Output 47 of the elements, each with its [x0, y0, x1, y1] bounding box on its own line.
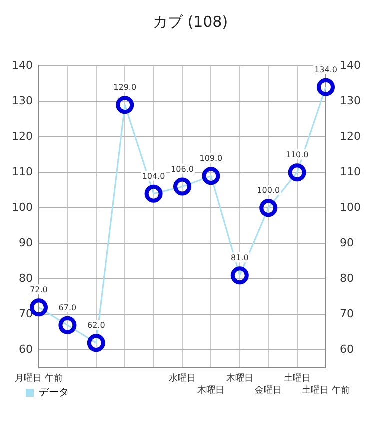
point [317, 78, 336, 96]
y2-tick-label: 140 [340, 58, 362, 72]
x-tick-label: 木曜日 [198, 384, 225, 396]
y-tick-label: 120 [12, 130, 33, 143]
point [174, 178, 192, 196]
y-tick-label: 60 [18, 343, 33, 356]
chart-title: カブ (108) [152, 12, 228, 31]
data-label: 72.0 [30, 286, 48, 295]
x-tick-label: 金曜日 [255, 384, 282, 396]
y2-tick-label: 90 [340, 236, 354, 250]
y-tick-label: 130 [12, 94, 33, 108]
point [116, 96, 134, 114]
data-label: 109.0 [200, 154, 223, 164]
point [144, 184, 163, 203]
x-tick-label: 木曜日 [226, 372, 254, 384]
y2-tick-label: 120 [340, 130, 362, 143]
y-tick-label: 100 [12, 200, 33, 214]
data-label: 81.0 [230, 254, 249, 263]
data-label: 134.0 [314, 65, 338, 74]
y-tick-label: 90 [18, 236, 33, 250]
point [87, 334, 106, 352]
y2-tick-label: 130 [340, 94, 362, 108]
data-label: 104.0 [142, 172, 166, 181]
point [230, 266, 249, 285]
x-tick-label: 月曜日 午前 [15, 372, 63, 384]
x-tick-label: 土曜日 午前 [302, 384, 350, 396]
x-tick-label: 水曜日 [169, 372, 196, 384]
y2-tick-label: 110 [340, 165, 362, 178]
point [58, 316, 77, 334]
data-label: 106.0 [171, 164, 194, 174]
data-label: 129.0 [114, 83, 137, 92]
y2-tick-label: 100 [340, 200, 362, 214]
point [288, 164, 306, 182]
data-label: 62.0 [87, 321, 106, 330]
y-tick-label: 80 [18, 272, 33, 286]
y-tick-label: 110 [12, 165, 33, 178]
y-tick-label: 140 [12, 58, 33, 72]
point [202, 167, 220, 186]
data-label: 110.0 [286, 150, 309, 160]
y2-tick-label: 70 [340, 308, 354, 321]
x-tick-label: 土曜日 [284, 372, 311, 384]
point [260, 199, 278, 218]
data-label: 67.0 [58, 303, 77, 312]
data-label: 100.0 [257, 186, 280, 196]
legend-label: データ [39, 388, 69, 399]
y2-tick-label: 80 [340, 272, 354, 286]
y2-tick-label: 60 [340, 343, 354, 356]
